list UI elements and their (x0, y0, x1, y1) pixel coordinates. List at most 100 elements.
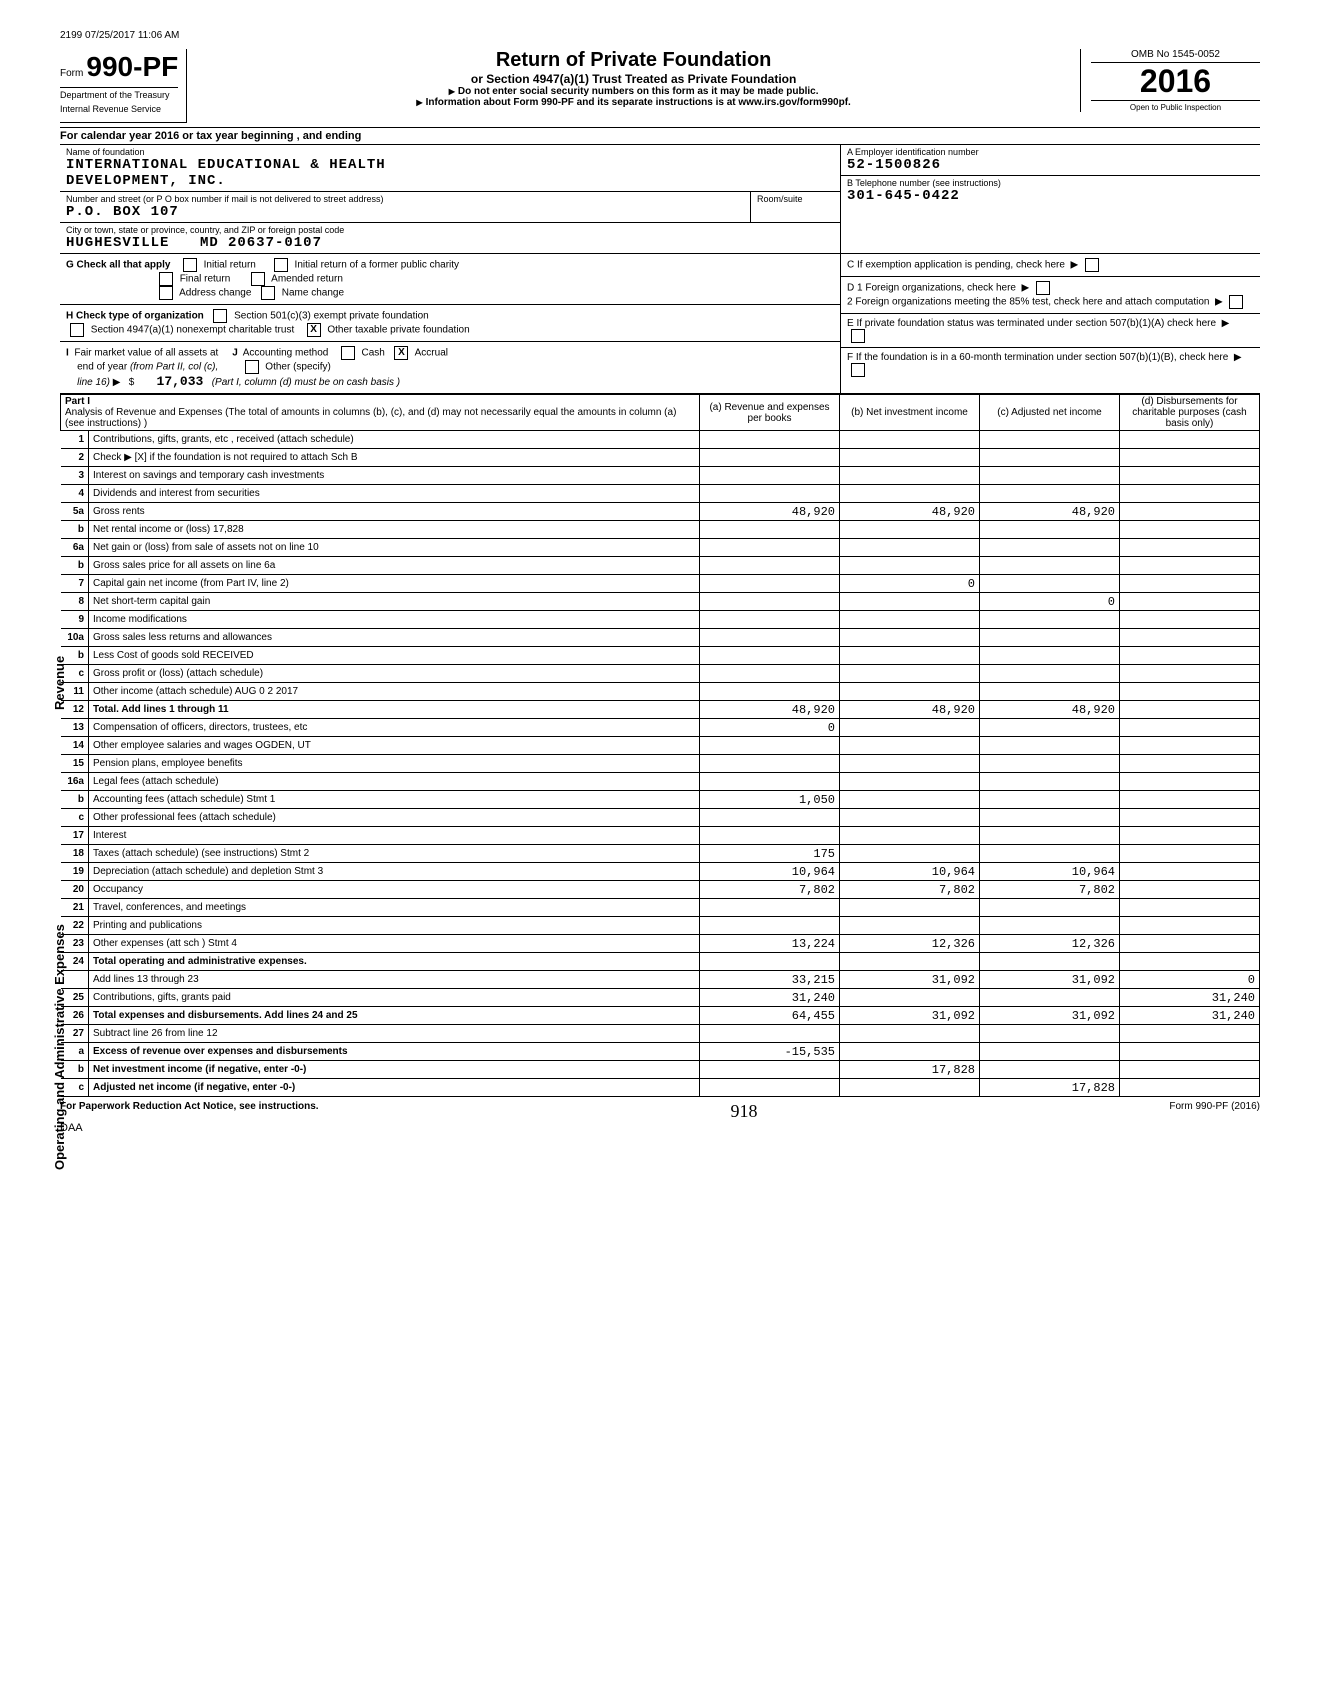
d1-label: D 1 Foreign organizations, check here (847, 283, 1016, 294)
row-val-c (980, 611, 1120, 629)
row-val-d (1120, 557, 1260, 575)
row-num: 1 (61, 431, 89, 449)
row-desc: Net investment income (if negative, ente… (89, 1061, 700, 1079)
row-num: 7 (61, 575, 89, 593)
row-val-b: 31,092 (840, 971, 980, 989)
row-val-d (1120, 899, 1260, 917)
row-val-b: 31,092 (840, 1007, 980, 1025)
row-desc: Income modifications (89, 611, 700, 629)
c-label: C If exemption application is pending, c… (847, 260, 1065, 271)
row-num: 21 (61, 899, 89, 917)
row-val-c (980, 683, 1120, 701)
row-val-b (840, 539, 980, 557)
foundation-state: MD (200, 235, 219, 251)
foundation-name-2: DEVELOPMENT, INC. (66, 173, 834, 189)
checkbox-name-change[interactable] (261, 286, 275, 300)
row-val-a (700, 593, 840, 611)
checkbox-4947a1[interactable] (70, 323, 84, 337)
checkbox-final-return[interactable] (159, 272, 173, 286)
col-a-header: (a) Revenue and expenses per books (700, 395, 840, 431)
ein-label: A Employer identification number (847, 147, 1254, 157)
row-val-c (980, 1061, 1120, 1079)
row-num: 6a (61, 539, 89, 557)
row-val-c (980, 755, 1120, 773)
row-val-a (700, 755, 840, 773)
checkbox-exemption-pending[interactable] (1085, 258, 1099, 272)
row-val-d (1120, 827, 1260, 845)
row-val-c: 12,326 (980, 935, 1120, 953)
row-val-b (840, 647, 980, 665)
row-val-d: 31,240 (1120, 1007, 1260, 1025)
checkbox-amended[interactable] (251, 272, 265, 286)
checkbox-other-taxable[interactable]: X (307, 323, 321, 337)
dept-irs: Internal Revenue Service (60, 104, 178, 114)
row-val-c (980, 989, 1120, 1007)
row-desc: Gross profit or (loss) (attach schedule) (89, 665, 700, 683)
row-val-a (700, 629, 840, 647)
g-opt-1: Final return (180, 274, 231, 285)
foundation-address: P.O. BOX 107 (66, 204, 744, 220)
row-num: b (61, 521, 89, 539)
row-val-c (980, 539, 1120, 557)
h-label: H Check type of organization (66, 311, 204, 322)
row-val-c: 48,920 (980, 503, 1120, 521)
row-val-a: 1,050 (700, 791, 840, 809)
row-val-c (980, 827, 1120, 845)
checkbox-former-charity[interactable] (274, 258, 288, 272)
col-b-header: (b) Net investment income (840, 395, 980, 431)
row-num: 15 (61, 755, 89, 773)
checkbox-foreign-org[interactable] (1036, 281, 1050, 295)
section-h: H Check type of organization Section 501… (60, 304, 840, 341)
g-opt-2: Address change (179, 288, 251, 299)
form-number-box: Form 990-PF Department of the Treasury I… (60, 49, 187, 123)
row-val-d (1120, 539, 1260, 557)
row-desc: Total. Add lines 1 through 11 (89, 701, 700, 719)
row-val-d (1120, 611, 1260, 629)
row-val-a: 175 (700, 845, 840, 863)
form-footer: Form 990-PF (2016) (1169, 1101, 1260, 1122)
row-val-a (700, 953, 840, 971)
row-num: c (61, 809, 89, 827)
row-desc: Gross rents (89, 503, 700, 521)
handwritten-number: 918 (730, 1101, 757, 1122)
row-val-d (1120, 737, 1260, 755)
row-val-c: 7,802 (980, 881, 1120, 899)
row-val-b (840, 791, 980, 809)
public-inspection: Open to Public Inspection (1091, 100, 1260, 112)
row-desc: Subtract line 26 from line 12 (89, 1025, 700, 1043)
row-desc: Less Cost of goods sold RECEIVED (89, 647, 700, 665)
row-val-b (840, 683, 980, 701)
row-desc: Interest (89, 827, 700, 845)
row-val-b (840, 953, 980, 971)
row-val-d (1120, 881, 1260, 899)
checkbox-85pct[interactable] (1229, 295, 1243, 309)
section-i-j: I Fair market value of all assets at J A… (60, 341, 840, 393)
row-val-b: 48,920 (840, 503, 980, 521)
row-desc: Net short-term capital gain (89, 593, 700, 611)
phone-label: B Telephone number (see instructions) (847, 178, 1254, 188)
row-val-a (700, 449, 840, 467)
row-num: 13 (61, 719, 89, 737)
g-opt-0: Initial return (204, 260, 256, 271)
h-opt3: Other taxable private foundation (327, 325, 469, 336)
row-desc: Other employee salaries and wages OGDEN,… (89, 737, 700, 755)
row-desc: Adjusted net income (if negative, enter … (89, 1079, 700, 1097)
addr-label: Number and street (or P O box number if … (66, 194, 744, 204)
row-val-d (1120, 485, 1260, 503)
row-val-b (840, 1079, 980, 1097)
row-desc: Other expenses (att sch ) Stmt 4 (89, 935, 700, 953)
checkbox-accrual[interactable]: X (394, 346, 408, 360)
checkbox-60month[interactable] (851, 363, 865, 377)
checkbox-cash[interactable] (341, 346, 355, 360)
checkbox-501c3[interactable] (213, 309, 227, 323)
checkbox-initial-return[interactable] (183, 258, 197, 272)
row-val-c (980, 953, 1120, 971)
checkbox-terminated[interactable] (851, 329, 865, 343)
checkbox-other-method[interactable] (245, 360, 259, 374)
row-val-d: 31,240 (1120, 989, 1260, 1007)
checkbox-address-change[interactable] (159, 286, 173, 300)
row-val-b (840, 557, 980, 575)
instr-1: Do not enter social security numbers on … (197, 86, 1070, 97)
row-val-b (840, 629, 980, 647)
name-label: Name of foundation (66, 147, 834, 157)
